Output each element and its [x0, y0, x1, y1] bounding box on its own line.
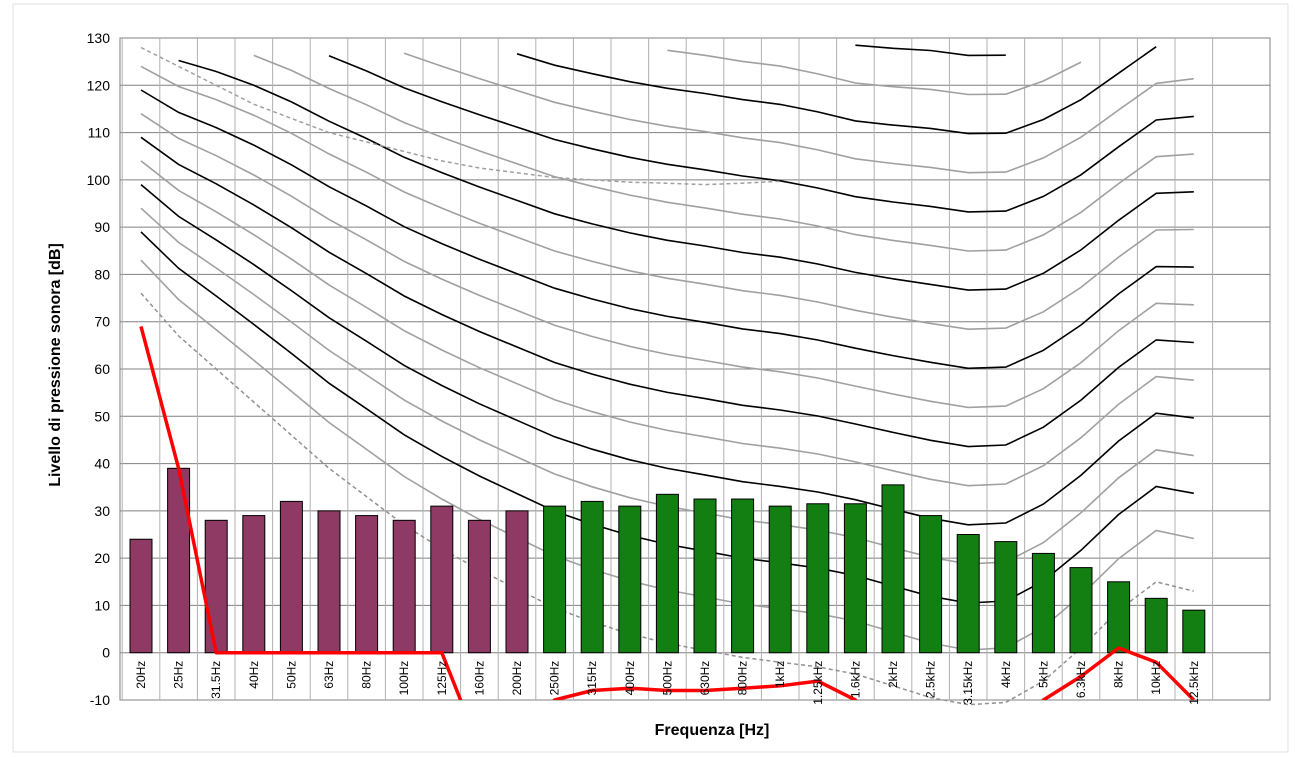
- loudness-contour: [140, 160, 1194, 487]
- x-tick-label: 250Hz: [548, 661, 562, 696]
- x-tick-label: 630Hz: [698, 661, 712, 696]
- bar-12.5kHz: [1182, 609, 1206, 654]
- bar-20Hz: [129, 538, 153, 654]
- y-tick-label: 20: [94, 550, 110, 566]
- y-tick-label: -10: [90, 692, 110, 708]
- bar-800Hz: [731, 498, 755, 654]
- bar-100Hz: [392, 519, 416, 654]
- x-tick-label: 10kHz: [1149, 661, 1163, 695]
- loudness-contour: [253, 54, 1194, 252]
- bar-4kHz: [994, 541, 1018, 654]
- bar-6.3kHz: [1069, 567, 1093, 654]
- x-tick-label: 1.25kHz: [811, 661, 825, 705]
- y-tick-label: 100: [87, 172, 111, 188]
- loudness-contour: [667, 49, 1082, 96]
- bar-125Hz: [430, 505, 454, 654]
- x-tick-label: 80Hz: [360, 661, 374, 689]
- bar-1kHz: [768, 505, 792, 654]
- loudness-contour: [140, 89, 1194, 370]
- y-tick-label: 90: [94, 219, 110, 235]
- x-tick-label: 100Hz: [397, 661, 411, 696]
- bar-500Hz: [655, 493, 679, 654]
- loudness-contour: [328, 54, 1194, 213]
- x-tick-label: 50Hz: [284, 661, 298, 689]
- x-tick-label: 125Hz: [435, 661, 449, 696]
- x-tick-label: 800Hz: [736, 661, 750, 696]
- y-tick-label: 10: [94, 597, 110, 613]
- x-tick-label: 31.5Hz: [209, 661, 223, 699]
- x-tick-label: 500Hz: [660, 661, 674, 696]
- y-axis-title: Livello di pressione sonora [dB]: [47, 243, 64, 487]
- x-tick-label: 2kHz: [886, 661, 900, 688]
- x-tick-label: 2.5kHz: [924, 661, 938, 698]
- bar-2.5kHz: [919, 515, 943, 654]
- y-tick-label: 60: [94, 361, 110, 377]
- x-tick-label: 25Hz: [172, 661, 186, 689]
- x-axis-title: Frequenza [Hz]: [655, 722, 770, 739]
- x-tick-label: 3.15kHz: [961, 661, 975, 705]
- bar-160Hz: [467, 519, 491, 654]
- x-tick-label: 315Hz: [585, 661, 599, 696]
- bar-50Hz: [279, 500, 303, 654]
- y-tick-label: 80: [94, 266, 110, 282]
- x-tick-label: 1kHz: [773, 661, 787, 688]
- bar-10kHz: [1144, 597, 1168, 654]
- y-tick-label: 110: [88, 125, 111, 141]
- loudness-contour: [140, 65, 1194, 331]
- bar-1.25kHz: [806, 503, 830, 654]
- red-line-layer: [139, 325, 1196, 700]
- loudness-contour: [403, 52, 1194, 174]
- x-tick-label: 5kHz: [1036, 661, 1050, 688]
- y-tick-label: 50: [94, 408, 110, 424]
- y-tick-label: 30: [94, 503, 110, 519]
- bar-25Hz: [167, 467, 191, 654]
- loudness-contour: [516, 46, 1157, 135]
- loudness-contour: [178, 59, 1194, 291]
- x-tick-label: 6.3kHz: [1074, 661, 1088, 698]
- threshold-curve: [140, 292, 1194, 706]
- bar-8kHz: [1107, 581, 1131, 654]
- x-tick-label: 160Hz: [472, 661, 486, 696]
- x-tick-label: 12.5kHz: [1187, 661, 1201, 705]
- bar-31.5Hz: [204, 519, 228, 654]
- x-tick-label: 4kHz: [999, 661, 1013, 688]
- bar-63Hz: [317, 510, 341, 654]
- bar-40Hz: [242, 515, 266, 654]
- bar-5kHz: [1031, 552, 1055, 654]
- axis-layer: -10 0 10 20 30 40 50 60 70 80 90 100 110 120 130 20Hz 25…: [87, 30, 1201, 708]
- y-tick-label: 70: [94, 314, 110, 330]
- x-tick-label: 1.6kHz: [848, 661, 862, 698]
- x-tick-label: 63Hz: [322, 661, 336, 689]
- red-threshold-line: [139, 325, 1196, 700]
- y-tick-label: 130: [87, 30, 111, 46]
- bar-80Hz: [355, 515, 379, 654]
- bar-400Hz: [618, 505, 642, 654]
- y-tick-label: 120: [87, 77, 111, 93]
- grid-layer: [119, 37, 1271, 701]
- bar-630Hz: [693, 498, 717, 654]
- y-tick-label: 0: [102, 645, 110, 661]
- bar-layer: [129, 467, 1206, 654]
- x-tick-label: 8kHz: [1112, 661, 1126, 688]
- bar-1.6kHz: [843, 503, 867, 654]
- y-tick-label: 40: [94, 456, 110, 472]
- bar-3.15kHz: [956, 534, 980, 654]
- loudness-contour: [140, 136, 1194, 448]
- contour-layer: [140, 44, 1194, 706]
- loudness-contour: [140, 183, 1194, 526]
- x-tick-label: 20Hz: [134, 661, 148, 689]
- bar-250Hz: [543, 505, 567, 654]
- top-contour: [140, 46, 781, 186]
- bar-200Hz: [505, 510, 529, 654]
- x-tick-label: 200Hz: [510, 661, 524, 696]
- bar-2kHz: [881, 484, 905, 654]
- x-tick-label: 40Hz: [247, 661, 261, 689]
- x-tick-label: 400Hz: [623, 661, 637, 696]
- loudness-contour: [855, 44, 1006, 57]
- bar-315Hz: [580, 500, 604, 654]
- loudness-contour: [140, 113, 1194, 409]
